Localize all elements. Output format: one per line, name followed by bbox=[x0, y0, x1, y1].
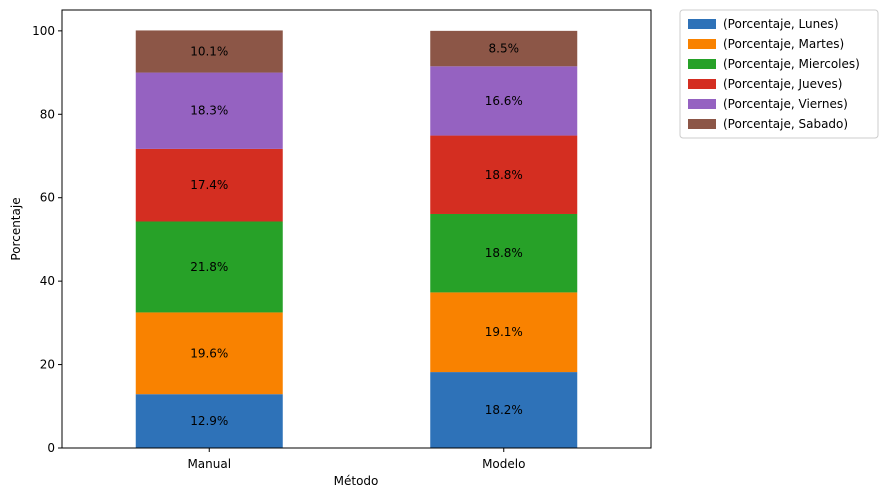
legend-label: (Porcentaje, Jueves) bbox=[723, 77, 842, 91]
legend-label: (Porcentaje, Martes) bbox=[723, 37, 844, 51]
bar-segment bbox=[430, 66, 578, 136]
bar-value-label: 8.5% bbox=[489, 42, 520, 56]
bar-value-label: 12.9% bbox=[190, 414, 228, 428]
bar-value-label: 17.4% bbox=[190, 178, 228, 192]
x-tick-label: Modelo bbox=[482, 457, 525, 471]
bar-value-label: 16.6% bbox=[485, 94, 523, 108]
legend-swatch bbox=[688, 79, 716, 89]
legend-swatch bbox=[688, 39, 716, 49]
x-axis-label: Método bbox=[334, 474, 379, 488]
bar-segment bbox=[135, 312, 283, 395]
legend-label: (Porcentaje, Miercoles) bbox=[723, 57, 860, 71]
bars-layer bbox=[135, 30, 578, 448]
bar-value-label: 19.6% bbox=[190, 346, 228, 360]
legend-swatch bbox=[688, 19, 716, 29]
legend-label: (Porcentaje, Viernes) bbox=[723, 97, 848, 111]
legend-frame bbox=[679, 9, 879, 139]
bar-segment bbox=[135, 30, 283, 73]
x-axis: Manual Modelo bbox=[187, 448, 525, 471]
y-tick-label: 20 bbox=[40, 358, 55, 372]
bar-segment bbox=[430, 372, 578, 448]
bar-segment bbox=[430, 135, 578, 214]
legend-swatch bbox=[688, 59, 716, 69]
y-tick-label: 80 bbox=[40, 107, 55, 121]
bar-segment bbox=[135, 221, 283, 313]
legend: (Porcentaje, Lunes) (Porcentaje, Martes) (… bbox=[679, 9, 879, 139]
bar-segment bbox=[430, 292, 578, 373]
bar-value-label: 18.8% bbox=[485, 168, 523, 182]
legend-label: (Porcentaje, Lunes) bbox=[723, 17, 839, 31]
y-axis: 0 20 40 60 80 100 bbox=[32, 24, 62, 455]
y-tick-label: 0 bbox=[47, 441, 55, 455]
legend-label: (Porcentaje, Sabado) bbox=[723, 117, 848, 131]
y-tick-label: 100 bbox=[32, 24, 55, 38]
bar-value-label: 18.3% bbox=[190, 104, 228, 118]
legend-swatch bbox=[688, 119, 716, 129]
bar-segment bbox=[135, 394, 283, 448]
bar-value-label: 18.8% bbox=[485, 246, 523, 260]
bar-value-label: 18.2% bbox=[485, 403, 523, 417]
bar-labels-layer: 12.9% 19.6% 21.8% 17.4% 18.3% 10.1% 18.2% 19.1%… bbox=[190, 42, 523, 429]
bar-segment bbox=[135, 72, 283, 149]
y-axis-label: Porcentaje bbox=[9, 197, 23, 260]
plot-frame bbox=[61, 9, 652, 449]
bar-value-label: 19.1% bbox=[485, 325, 523, 339]
y-tick-label: 60 bbox=[40, 191, 55, 205]
bar-value-label: 21.8% bbox=[190, 260, 228, 274]
y-tick-label: 40 bbox=[40, 274, 55, 288]
legend-swatch bbox=[688, 99, 716, 109]
x-tick-label: Manual bbox=[187, 457, 231, 471]
bar-value-label: 10.1% bbox=[190, 45, 228, 59]
bar-segment bbox=[430, 30, 578, 67]
bar-segment bbox=[430, 213, 578, 293]
bar-segment bbox=[135, 148, 283, 222]
